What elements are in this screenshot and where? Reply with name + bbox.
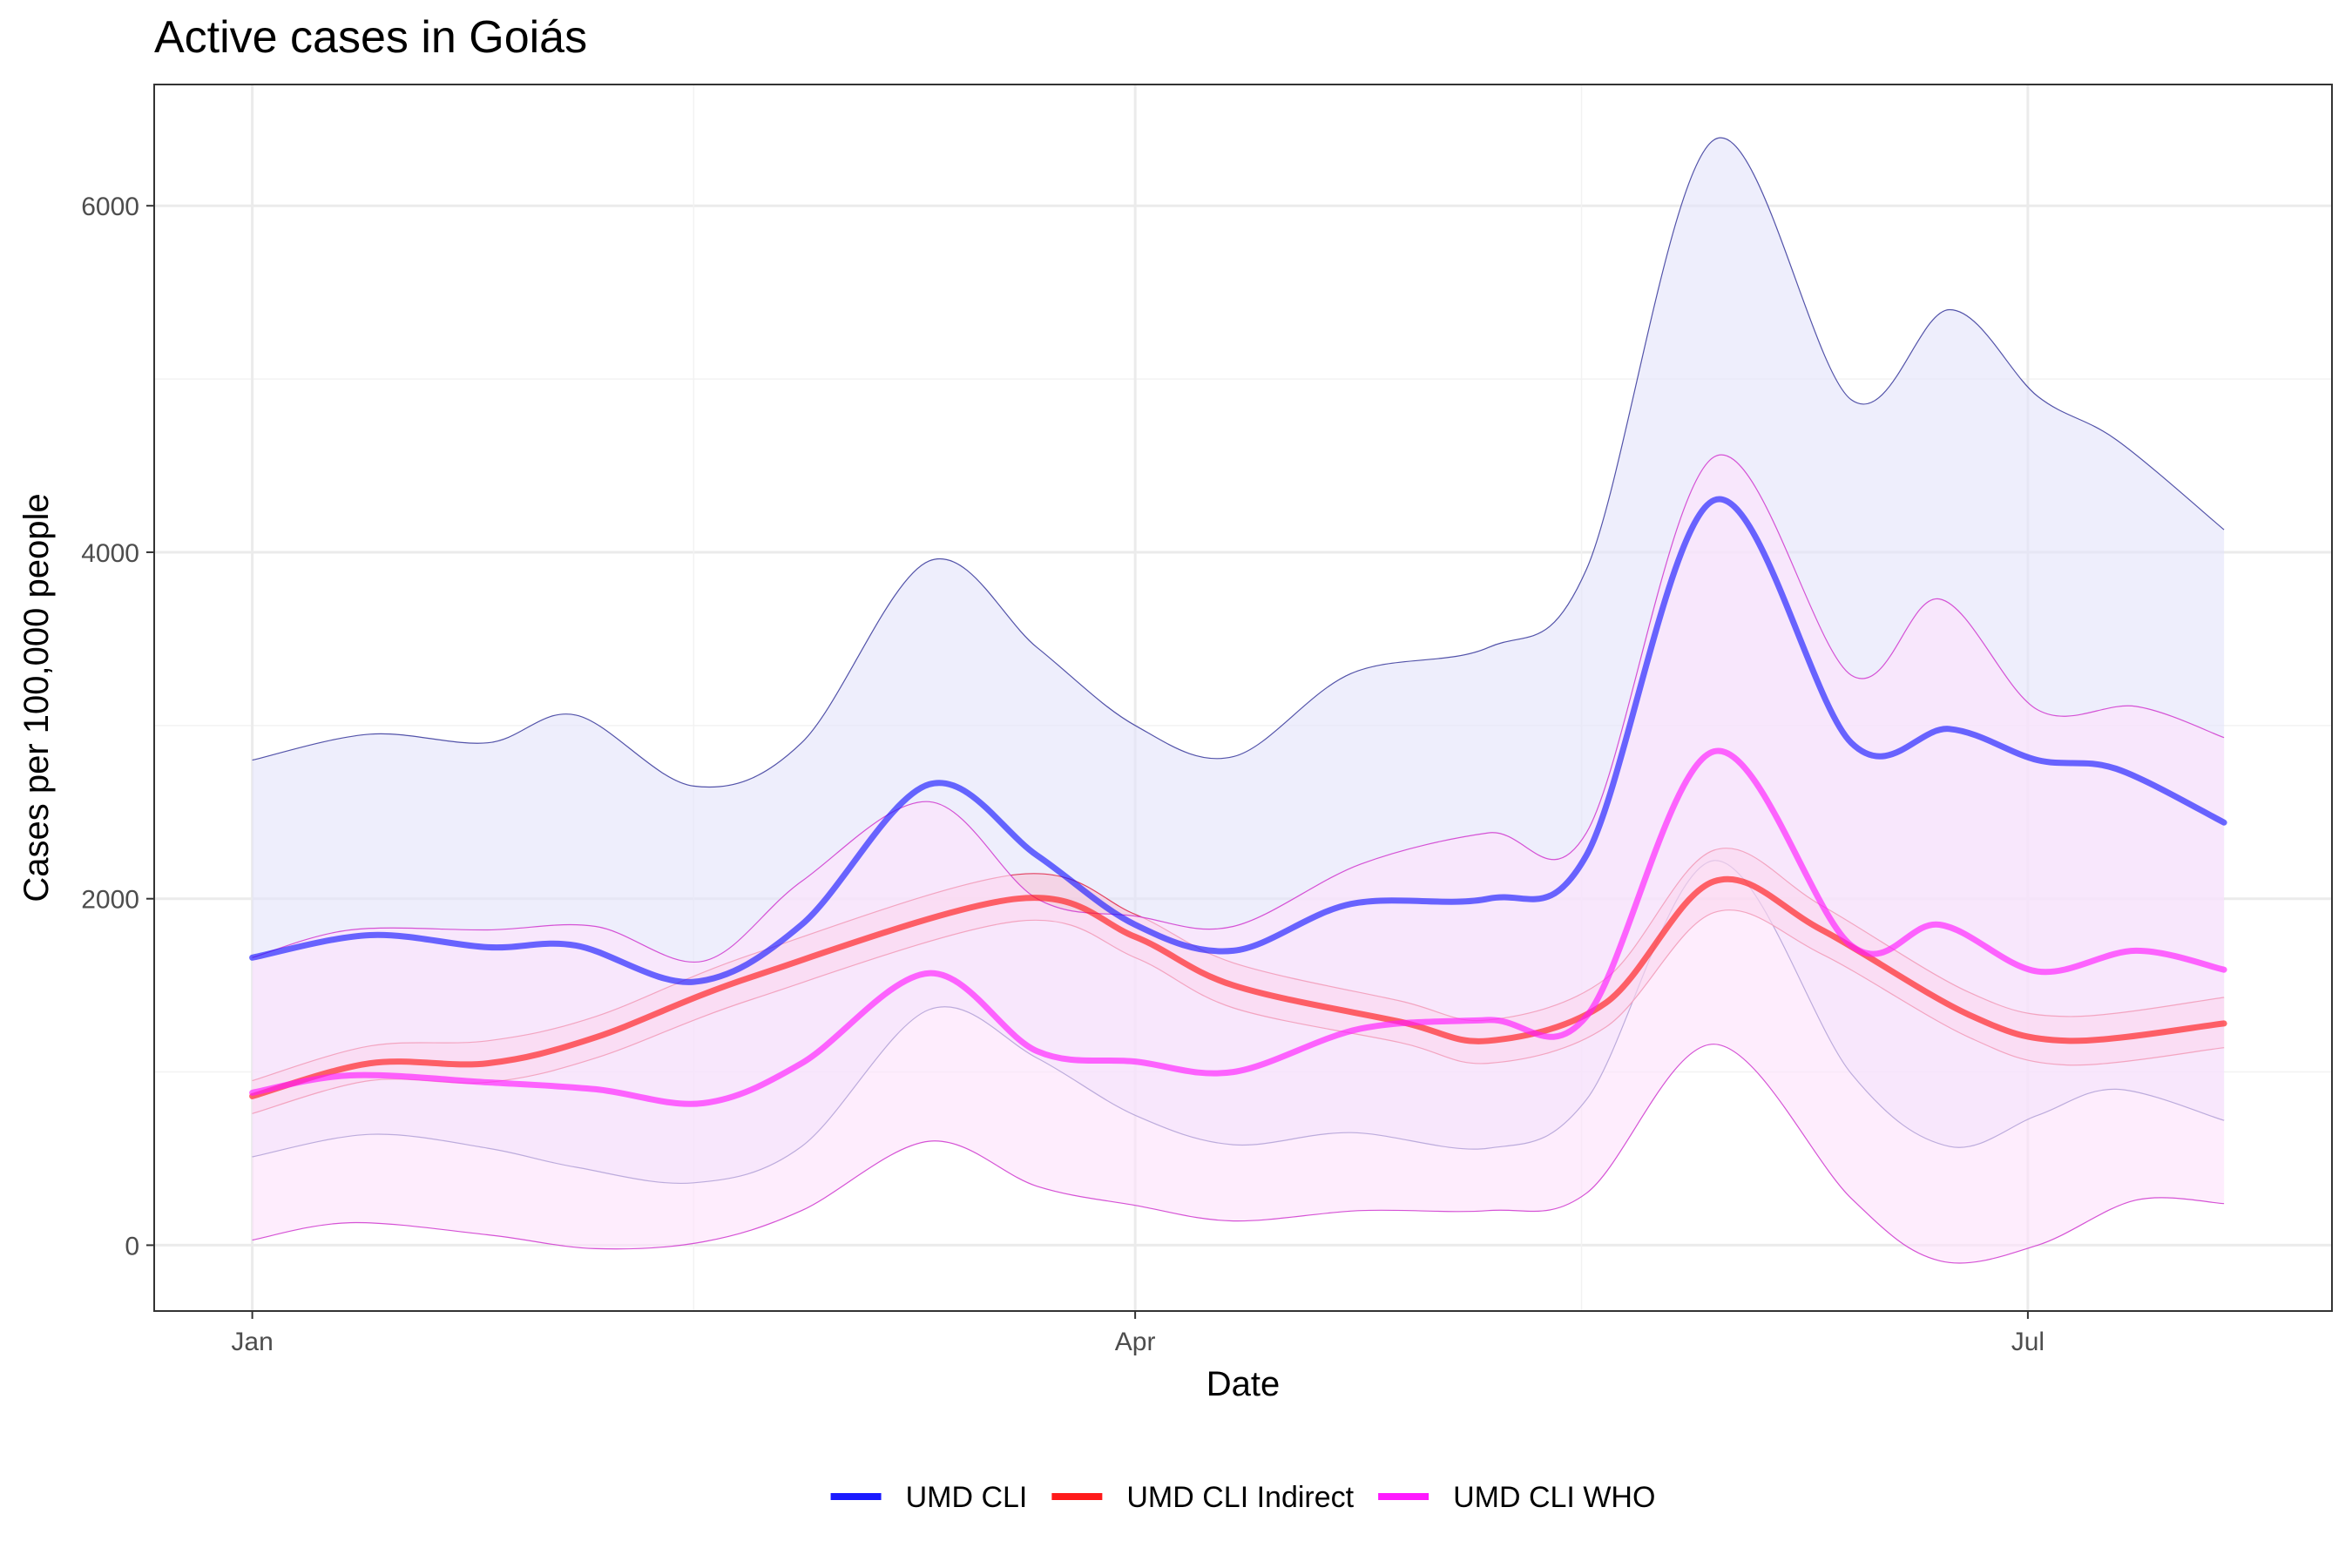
- y-tick-label: 6000: [81, 193, 139, 221]
- legend: UMD CLI UMD CLI Indirect UMD CLI WHO: [830, 1481, 1655, 1514]
- band-umd-cli-who: [252, 455, 2225, 1264]
- chart-title: Active cases in Goiás: [154, 12, 587, 63]
- y-axis-title: Cases per 100,000 people: [17, 493, 56, 902]
- series-line-umd-cli-indirect: [249, 875, 2227, 1099]
- band-upper-edge-umd-cli: [252, 137, 2225, 788]
- axes: 0 2000 4000 6000 Jan Apr Jul: [81, 193, 2044, 1356]
- y-tick-label: 2000: [81, 886, 139, 915]
- y-tick-label: 4000: [81, 539, 139, 568]
- x-tick-label: Apr: [1115, 1328, 1156, 1356]
- legend-label-umd-cli: UMD CLI: [906, 1481, 1028, 1514]
- band-upper-edge-umd-cli-who: [252, 454, 2225, 963]
- series-line-umd-cli: [249, 496, 2227, 985]
- legend-label-umd-cli-indirect: UMD CLI Indirect: [1126, 1481, 1354, 1514]
- x-tick-label: Jul: [2011, 1328, 2044, 1356]
- confidence-bands: [252, 137, 2225, 1264]
- series-lines: [249, 496, 2227, 1107]
- legend-label-umd-cli-who: UMD CLI WHO: [1453, 1481, 1655, 1514]
- x-tick-label: Jan: [231, 1328, 273, 1356]
- plot-panel-border: [153, 84, 2333, 1312]
- band-umd-cli: [252, 138, 2225, 1184]
- series-line-umd-cli-who: [249, 747, 2227, 1107]
- y-tick-label: 0: [125, 1232, 139, 1260]
- band-lower-edge-umd-cli-who: [252, 1044, 2225, 1264]
- x-axis-title: Date: [1206, 1365, 1281, 1403]
